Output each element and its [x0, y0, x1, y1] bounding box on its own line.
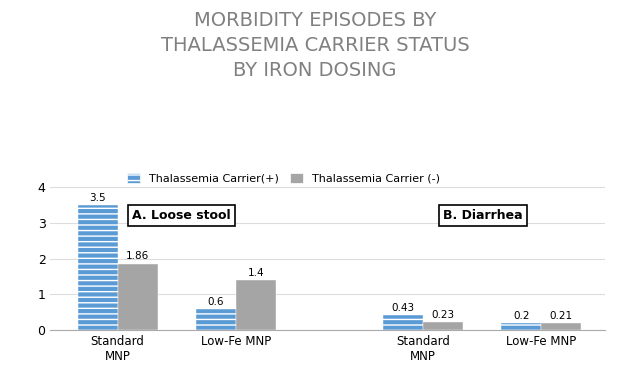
- Text: 3.5: 3.5: [89, 193, 106, 203]
- Bar: [77, 205, 118, 330]
- Bar: [118, 264, 158, 330]
- Text: B. Diarrhea: B. Diarrhea: [443, 209, 523, 222]
- Bar: [383, 315, 423, 330]
- Text: MORBIDITY EPISODES BY
THALASSEMIA CARRIER STATUS
BY IRON DOSING: MORBIDITY EPISODES BY THALASSEMIA CARRIE…: [161, 11, 469, 80]
- Text: 0.6: 0.6: [207, 297, 224, 307]
- Text: 0.2: 0.2: [513, 311, 529, 321]
- Bar: [423, 322, 463, 330]
- Bar: [541, 323, 581, 330]
- Text: 0.23: 0.23: [432, 310, 455, 320]
- Text: 0.43: 0.43: [391, 303, 415, 313]
- Bar: [196, 309, 236, 330]
- Bar: [236, 280, 276, 330]
- Text: 1.4: 1.4: [248, 268, 264, 278]
- Text: A. Loose stool: A. Loose stool: [132, 209, 231, 222]
- Bar: [501, 323, 541, 330]
- Text: 1.86: 1.86: [126, 251, 149, 261]
- Legend: Thalassemia Carrier(+), Thalassemia Carrier (-): Thalassemia Carrier(+), Thalassemia Carr…: [122, 169, 445, 188]
- Text: 0.21: 0.21: [549, 310, 573, 321]
